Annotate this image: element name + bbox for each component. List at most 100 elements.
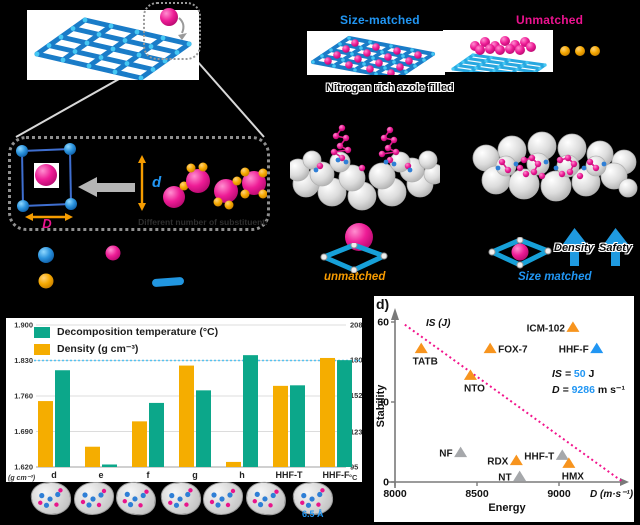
- framework-panel: [27, 10, 199, 80]
- panel-label: d): [376, 296, 390, 312]
- substituent-sphere-icon: [198, 162, 208, 172]
- nitrogen-atom-icon: [495, 165, 501, 171]
- azole-atom-icon: [564, 154, 572, 162]
- density-bar: [320, 357, 335, 467]
- up-arrows-icon: [563, 228, 628, 266]
- guest-sphere-icon: [354, 55, 362, 63]
- category-label: g: [192, 470, 198, 480]
- x-axis-title: Energy: [488, 502, 526, 514]
- density-bar: [226, 461, 241, 467]
- category-label: h: [239, 470, 245, 480]
- guest-sphere-icon: [515, 45, 525, 55]
- unmatched-lattice: [451, 36, 547, 72]
- substituent-sphere-icon: [240, 189, 250, 199]
- D-arrow-icon: [25, 213, 73, 221]
- temperature-bar: [149, 402, 164, 467]
- point-label-FOX-7: FOX-7: [498, 345, 528, 356]
- data-point-NT: [513, 470, 527, 482]
- unmatched-title: Unmatched: [516, 13, 584, 27]
- molecule-thumbnail-d: [29, 480, 73, 517]
- nitrogen-atom-icon: [513, 161, 519, 167]
- guest-sphere-icon: [495, 45, 505, 55]
- unmatched-frame-icon: [320, 243, 388, 273]
- nitrogen-atom-icon: [343, 159, 349, 165]
- guest-sphere-icon: [160, 8, 178, 26]
- azole-atom-icon: [404, 162, 412, 170]
- nitrogen-atom-icon: [601, 161, 607, 167]
- azole-atom-icon: [338, 154, 346, 162]
- linker-rod-icon: [152, 277, 184, 287]
- y-tick-label: 0: [383, 477, 389, 489]
- density-bar: [38, 401, 53, 467]
- guest-sphere-icon: [345, 61, 353, 69]
- azole-sphere-icon: [186, 169, 210, 193]
- nitrogen-atom-icon: [543, 159, 549, 165]
- azole-substituent-series: [163, 162, 267, 210]
- point-label-NT: NT: [498, 473, 511, 484]
- y-tick-label: 60: [377, 317, 389, 329]
- nitrogen-atom-icon: [407, 167, 413, 173]
- nitrogen-atom-icon: [383, 159, 389, 165]
- highlight-square: [143, 2, 201, 60]
- guest-sphere-icon: [384, 53, 392, 61]
- size-matched-bottom-label: Size matched: [518, 271, 592, 283]
- azole-atom-icon: [570, 160, 578, 168]
- nitrogen-atom-icon: [391, 161, 397, 167]
- azole-atom-icon: [522, 170, 530, 178]
- legend-swatch-temperature: [34, 326, 50, 338]
- guest-sphere-icon: [485, 44, 495, 54]
- left-axis-tick: 1.620: [14, 463, 33, 472]
- guest-sphere-icon: [351, 39, 359, 47]
- nitrogen-atom-icon: [581, 165, 587, 171]
- azole-atom-icon: [336, 142, 344, 150]
- unmatched-packing-render: [290, 124, 440, 211]
- density-bar: [273, 385, 288, 467]
- size-matched-frame-icon: [488, 237, 552, 269]
- x-axis-arrow-icon: [620, 478, 629, 486]
- legend-swatch-density: [34, 343, 50, 355]
- point-label-NF: NF: [439, 449, 452, 460]
- right-axis-tick: 95: [350, 463, 358, 472]
- host-sphere-icon: [338, 164, 366, 192]
- guest-sphere-icon: [342, 45, 350, 53]
- azole-atom-icon: [390, 136, 398, 144]
- azole-atom-icon: [534, 160, 542, 168]
- left-arrow-icon: [78, 177, 135, 197]
- density-bar: [85, 446, 100, 467]
- substituent-sphere-icon: [240, 167, 250, 177]
- scatter-chart: 8000 8500 9000 0 30 60 IS (J) D (m·s⁻¹) Energy St…: [375, 308, 634, 514]
- azole-atom-icon: [504, 166, 512, 174]
- scatter-annotation: IS = 50 J D = 9286 m s⁻¹: [552, 366, 625, 398]
- guest-sphere-icon: [475, 45, 485, 55]
- azole-sphere-icon: [163, 186, 185, 208]
- temperature-bar: [196, 390, 211, 467]
- point-label-HHF-T: HHF-T: [524, 451, 554, 462]
- blue-sphere-icon: [38, 247, 54, 263]
- azole-atom-icon: [498, 158, 506, 166]
- unmatched-panel: [443, 30, 553, 72]
- guest-sphere-icon: [333, 51, 341, 59]
- azole-atom-icon: [386, 156, 394, 164]
- azole-atom-icon: [566, 168, 574, 176]
- y-axis-title: Stability: [375, 384, 387, 428]
- azole-atom-icon: [530, 168, 538, 176]
- pore-size-label: 6.5 Å: [302, 509, 324, 519]
- data-point-TATB: [414, 342, 428, 354]
- azole-atom-icon: [332, 132, 340, 140]
- annotation-line-is: IS = 50 J: [552, 368, 595, 380]
- azole-atom-icon: [586, 158, 594, 166]
- left-axis-tick: 1.760: [14, 392, 33, 401]
- bar-chart-panel: 1.900 208 1.830 180 1.760 152 1.690 123 1.620 95 d…: [6, 318, 362, 482]
- substituent-sphere-icon: [186, 163, 196, 173]
- substituent-caption: Different number of substituents: [138, 217, 267, 227]
- molecule-thumbnail-HHF-T: [244, 480, 288, 517]
- y-tick-label: 30: [377, 397, 389, 409]
- right-axis-tick: 152: [350, 391, 362, 400]
- temperature-bar: [243, 355, 258, 467]
- azole-sphere-icon: [242, 171, 266, 195]
- left-axis-tick: 1.830: [14, 356, 33, 365]
- guest-sphere-icon: [375, 59, 383, 67]
- data-point-FOX-7: [483, 342, 497, 354]
- substituent-sphere-icon: [258, 168, 267, 178]
